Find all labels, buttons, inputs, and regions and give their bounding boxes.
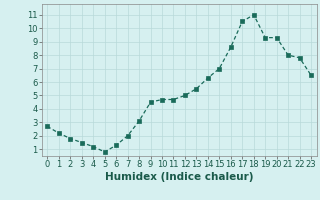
X-axis label: Humidex (Indice chaleur): Humidex (Indice chaleur): [105, 172, 253, 182]
